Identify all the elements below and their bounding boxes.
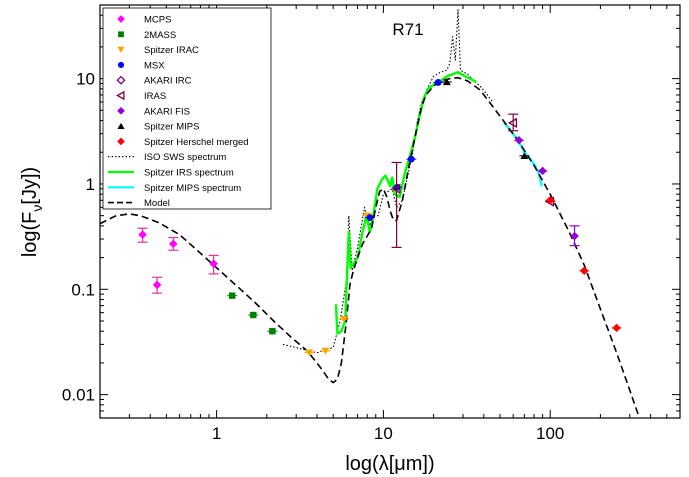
point-spitzer-irac-0 [305, 349, 314, 357]
photometry-points [137, 78, 622, 357]
point-2mass-0 [228, 292, 236, 299]
legend-marker-iras [116, 90, 125, 101]
line-spitzer-irs-spectrum [334, 71, 477, 335]
point-akari-fis-0 [514, 135, 524, 145]
legend-label-model: Model [144, 198, 170, 209]
legend-marker-2mass [118, 31, 124, 38]
series-2mass [227, 292, 278, 335]
point-2mass-1 [250, 311, 257, 319]
legend-item-akari-fis: AKARI FIS [117, 106, 190, 117]
legend-item-model: Model [108, 198, 170, 209]
legend-item-spitzer-irac: Spitzer IRAC [117, 45, 199, 56]
y-tick-label: 0.01 [62, 386, 95, 405]
point-spitzer-herschel-merged-2 [612, 323, 621, 333]
line-model [100, 76, 640, 417]
legend-label-spitzer-herschel-merged: Spitzer Herschel merged [144, 137, 249, 148]
point-spitzer-irac-2 [339, 316, 348, 323]
legend-marker-spitzer-mips [117, 122, 125, 129]
y-axis-label-sub: ν [29, 205, 45, 212]
legend-box [102, 7, 272, 210]
y-tick-label: 1 [86, 175, 95, 194]
legend-marker-spitzer-herschel-merged [117, 137, 125, 146]
y-axis-label-end: [Jy]) [19, 167, 41, 205]
y-tick-label: 0.1 [71, 280, 95, 299]
legend-label-msx: MSX [144, 60, 165, 71]
legend-label-mcps: MCPS [144, 15, 171, 26]
legend-item-spitzer-irs-spectrum: Spitzer IRS spectrum [108, 168, 234, 179]
x-tick-label: 100 [536, 424, 564, 443]
x-tick-label: 10 [374, 424, 393, 443]
legend-label-spitzer-mips-spectrum: Spitzer MIPS spectrum [144, 183, 241, 194]
point-msx-3 [434, 79, 442, 86]
legend-item-2mass: 2MASS [118, 30, 176, 41]
legend: MCPS 2MASS Spitzer IRAC MSX AKARI IRC IRAS AKA… [102, 7, 272, 210]
legend-marker-mcps [117, 15, 125, 23]
legend-label-2mass: 2MASS [144, 30, 176, 41]
legend-label-akari-fis: AKARI FIS [144, 106, 190, 117]
point-mcps-3 [209, 259, 218, 269]
legend-item-spitzer-herschel-merged: Spitzer Herschel merged [117, 137, 249, 148]
legend-item-iso-sws-spectrum: ISO SWS spectrum [108, 152, 226, 163]
point-mcps-1 [152, 280, 162, 290]
legend-label-iso-sws-spectrum: ISO SWS spectrum [144, 152, 226, 163]
series-spitzer-mips [441, 78, 530, 160]
y-axis-label-main: log(F [19, 212, 41, 258]
point-spitzer-herschel-merged-1 [579, 266, 589, 276]
point-spitzer-mips-0 [442, 78, 451, 86]
legend-label-iras: IRAS [144, 91, 166, 102]
point-mcps-2 [168, 239, 178, 249]
legend-item-mcps: MCPS [117, 15, 171, 26]
point-2mass-2 [269, 328, 276, 335]
x-tick-label: 1 [212, 424, 221, 443]
legend-marker-msx [117, 61, 125, 68]
point-iras-1 [507, 117, 518, 128]
legend-item-spitzer-mips-spectrum: Spitzer MIPS spectrum [108, 183, 241, 194]
legend-marker-akari-fis [117, 106, 125, 115]
x-axis-label: log(λ[μm]) [345, 453, 434, 475]
legend-item-msx: MSX [117, 60, 165, 71]
y-axis-label: log(Fν[Jy]) [19, 167, 45, 257]
series-akari-fis [513, 135, 580, 247]
legend-item-iras: IRAS [116, 90, 166, 102]
legend-item-akari-irc: AKARI IRC [116, 75, 192, 87]
plot-frame [99, 4, 681, 419]
series-spitzer-herschel-merged [545, 195, 622, 333]
axis-ticks: 1 10 100 0.01 0.1 1 10 [62, 4, 681, 443]
point-iras-0 [391, 183, 401, 194]
line-iso-sws-spectrum [282, 9, 493, 354]
legend-label-spitzer-mips: Spitzer MIPS [144, 122, 199, 133]
legend-item-spitzer-mips: Spitzer MIPS [117, 122, 199, 133]
point-spitzer-irac-1 [321, 347, 330, 355]
legend-label-spitzer-irs-spectrum: Spitzer IRS spectrum [144, 168, 234, 179]
legend-label-akari-irc: AKARI IRC [144, 76, 192, 87]
point-akari-fis-1 [538, 166, 547, 176]
point-akari-fis-2 [570, 231, 579, 241]
point-spitzer-herschel-merged-0 [545, 195, 555, 205]
legend-marker-spitzer-irac [117, 46, 125, 53]
point-msx-2 [407, 155, 415, 163]
y-tick-label: 10 [76, 70, 95, 89]
point-spitzer-mips-1 [520, 152, 529, 160]
chart-title: R71 [392, 20, 423, 39]
point-msx-0 [366, 214, 374, 221]
legend-marker-akari-irc [116, 75, 126, 85]
series-mcps [137, 227, 219, 294]
legend-label-spitzer-irac: Spitzer IRAC [144, 45, 199, 56]
point-mcps-0 [138, 230, 147, 240]
